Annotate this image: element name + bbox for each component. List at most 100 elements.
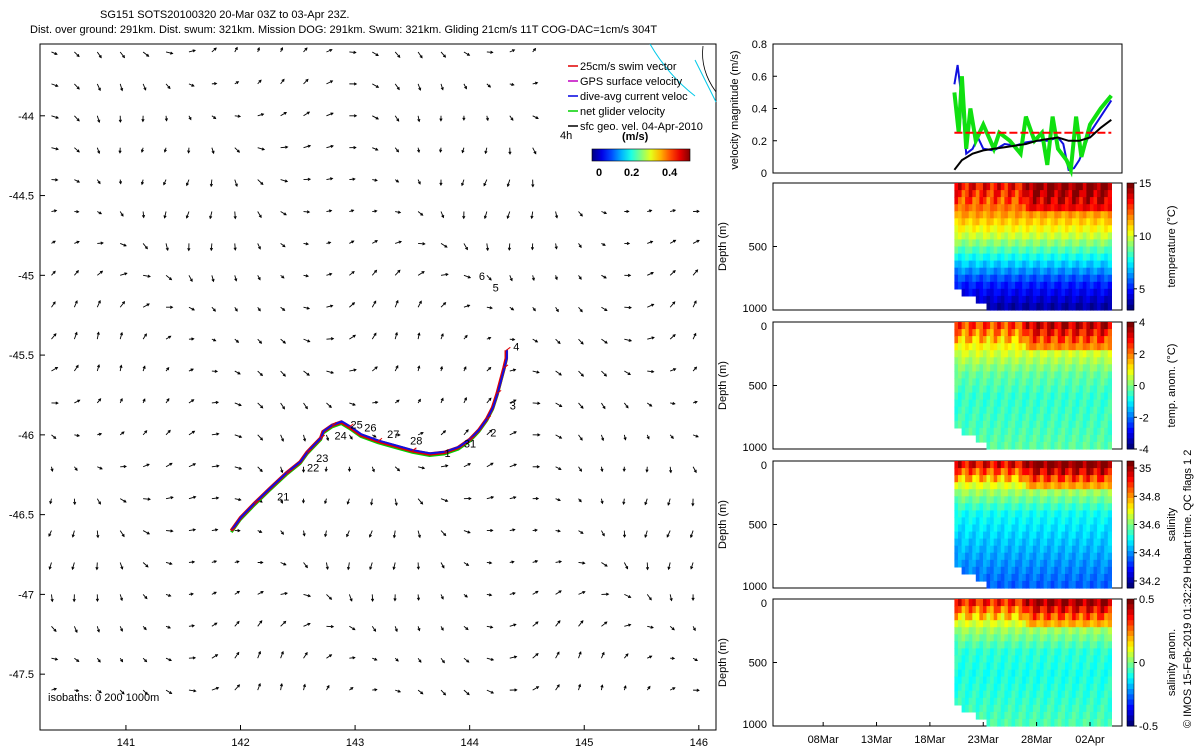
section-cell <box>975 420 980 429</box>
section-cell <box>997 599 1002 607</box>
section-cell <box>1025 211 1030 219</box>
section-cell <box>1097 232 1102 241</box>
section-cell <box>1075 225 1080 233</box>
section-cell <box>1022 468 1027 476</box>
vector-arrow-head <box>487 84 492 88</box>
section-cell <box>1068 218 1073 226</box>
vector-arrow-head <box>98 211 103 215</box>
section-cell <box>1015 613 1020 621</box>
section-cell <box>975 599 980 607</box>
section-cell <box>1065 718 1070 727</box>
section-cell <box>1015 281 1020 290</box>
section-cell <box>1072 253 1077 262</box>
section-cell <box>1015 503 1020 511</box>
section-cell <box>1029 627 1034 635</box>
vector-arrow <box>647 272 654 276</box>
section-cell <box>986 683 991 692</box>
vector-arrow-head <box>260 560 264 565</box>
vector-arrow-head <box>238 497 242 502</box>
vector-arrow-head <box>439 182 443 187</box>
section-cell <box>1036 524 1041 533</box>
section-cell <box>1061 566 1066 575</box>
section-cell <box>1061 420 1066 429</box>
section-cell <box>1040 434 1045 443</box>
section-cell <box>1079 197 1084 205</box>
isobath-line <box>702 45 717 93</box>
section-cell <box>1082 461 1087 469</box>
section-cell <box>990 420 995 429</box>
section-cell <box>1072 218 1077 226</box>
section-cell <box>1065 378 1070 387</box>
vector-arrow-head <box>395 658 399 662</box>
section-cell <box>958 545 963 554</box>
track-day-label: 24 <box>334 431 346 443</box>
section-cell <box>983 274 988 283</box>
section-cell <box>1025 267 1030 276</box>
section-cell <box>1104 211 1109 219</box>
vector-arrow-head <box>533 151 537 155</box>
section-cell <box>968 559 973 568</box>
section-cell <box>1100 211 1105 219</box>
section-cell <box>1065 336 1070 344</box>
section-cell <box>1054 711 1059 720</box>
section-cell <box>1104 232 1109 241</box>
section-cell <box>1000 399 1005 408</box>
section-cell <box>1029 246 1034 255</box>
section-cell <box>1047 545 1052 554</box>
vector-arrow-head <box>259 372 264 377</box>
vector-arrow-head <box>238 466 243 470</box>
section-cell <box>1040 559 1045 568</box>
velocity-ytick-label: 0.8 <box>752 39 767 51</box>
vector-arrow-head <box>191 399 195 403</box>
section-cell <box>1079 399 1084 408</box>
section-cell <box>1004 288 1009 297</box>
section-cell <box>975 517 980 526</box>
section-cell <box>1036 336 1041 344</box>
section-cell <box>1007 475 1013 483</box>
section-cell <box>1015 648 1020 657</box>
section-cell <box>968 364 973 372</box>
vector-arrow-head <box>601 437 605 442</box>
section-cell <box>986 413 991 422</box>
section-cell <box>1072 662 1077 671</box>
section-cell <box>1029 378 1034 387</box>
section-cell <box>1029 531 1034 540</box>
section-cell <box>1089 350 1095 358</box>
section-cell <box>1054 606 1059 614</box>
vector-arrow-head <box>625 653 629 657</box>
section-cell <box>972 468 977 476</box>
section-cell <box>1104 566 1109 575</box>
section-cell <box>965 559 970 568</box>
section-cell <box>1093 427 1098 436</box>
section-cell <box>1018 538 1023 547</box>
section-cell <box>1050 364 1055 372</box>
vector-arrow <box>532 147 537 154</box>
section-cell <box>1040 648 1045 657</box>
section-cell <box>1104 620 1109 628</box>
vector-arrow-head <box>55 401 59 405</box>
vector-arrow-head <box>73 501 77 506</box>
section-cell <box>1050 718 1055 727</box>
colorbar-step <box>1127 294 1134 300</box>
vector-arrow <box>74 399 80 404</box>
section-cell <box>1065 253 1070 262</box>
section-cell <box>1082 267 1087 276</box>
section-cell <box>1100 641 1105 649</box>
section-cell <box>1068 295 1073 304</box>
vector-arrow <box>532 621 539 627</box>
vector-arrow-head <box>324 500 328 505</box>
section-cell <box>1025 510 1030 519</box>
section-cell <box>1100 606 1105 614</box>
vector-arrow-head <box>490 50 494 54</box>
section-cell <box>1093 662 1098 671</box>
vector-arrow <box>326 49 332 53</box>
section-cell <box>1057 599 1062 607</box>
vector-arrow <box>96 364 100 372</box>
section-cell <box>1032 613 1038 621</box>
section-cell <box>1032 322 1038 330</box>
section-cell <box>1100 406 1105 415</box>
section-cell <box>1082 524 1087 533</box>
section-cell <box>961 246 966 255</box>
section-cell <box>1011 627 1016 635</box>
vector-arrow <box>372 51 379 56</box>
